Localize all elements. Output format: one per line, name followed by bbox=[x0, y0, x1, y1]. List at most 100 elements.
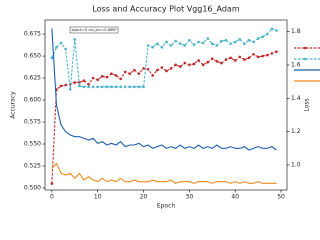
data-point bbox=[146, 44, 150, 47]
data-point bbox=[206, 60, 210, 64]
y2-tick-label: 1.8 bbox=[291, 28, 301, 35]
plot-frame bbox=[44, 19, 288, 191]
data-point bbox=[82, 85, 86, 89]
data-point bbox=[197, 40, 200, 44]
data-point bbox=[210, 57, 214, 60]
data-point bbox=[155, 68, 159, 72]
data-point bbox=[169, 67, 173, 70]
data-point bbox=[192, 43, 196, 46]
data-point bbox=[133, 85, 136, 89]
data-point bbox=[270, 27, 274, 31]
data-point bbox=[220, 61, 223, 65]
data-point bbox=[114, 74, 118, 77]
data-point bbox=[275, 50, 278, 53]
data-point bbox=[78, 84, 81, 88]
data-point bbox=[220, 39, 223, 43]
data-point bbox=[64, 47, 67, 51]
data-point bbox=[142, 67, 145, 70]
data-point bbox=[174, 39, 177, 43]
data-point bbox=[265, 32, 269, 36]
data-point bbox=[87, 82, 90, 86]
data-point bbox=[192, 62, 196, 66]
data-point bbox=[119, 77, 122, 81]
data-point bbox=[188, 63, 191, 67]
data-point bbox=[206, 37, 210, 40]
data-point bbox=[105, 75, 109, 79]
data-point bbox=[210, 42, 214, 46]
data-point bbox=[201, 41, 205, 45]
data-point bbox=[59, 41, 63, 45]
data-point bbox=[247, 38, 251, 42]
data-point bbox=[160, 66, 164, 69]
y-tick-label: 0.625 bbox=[24, 75, 41, 82]
data-point bbox=[247, 56, 251, 60]
x-tick-label: 40 bbox=[231, 194, 239, 201]
data-point bbox=[243, 58, 246, 61]
data-point bbox=[123, 85, 127, 89]
data-point bbox=[96, 85, 100, 89]
data-point bbox=[183, 61, 187, 65]
data-point bbox=[151, 74, 155, 77]
data-point bbox=[55, 45, 58, 49]
data-point bbox=[133, 68, 136, 72]
data-point bbox=[110, 85, 113, 89]
data-point bbox=[233, 59, 237, 62]
data-point bbox=[128, 85, 132, 89]
data-point bbox=[151, 45, 155, 49]
data-point bbox=[233, 40, 237, 44]
data-point bbox=[265, 53, 269, 57]
y-tick-label: 0.500 bbox=[24, 184, 41, 191]
y-axis-label: Accuracy bbox=[10, 91, 17, 119]
data-point bbox=[128, 72, 132, 75]
data-point bbox=[82, 79, 86, 82]
data-point bbox=[87, 85, 90, 89]
data-point bbox=[224, 38, 228, 42]
data-point bbox=[243, 42, 246, 46]
data-point bbox=[50, 56, 54, 60]
y2-tick-label: 1.0 bbox=[291, 162, 301, 169]
y2-tick-label: 1.4 bbox=[291, 95, 301, 102]
data-point bbox=[183, 44, 187, 47]
data-point bbox=[96, 78, 100, 82]
data-point bbox=[256, 55, 260, 59]
data-point bbox=[174, 63, 177, 67]
data-point bbox=[91, 85, 95, 89]
series-line bbox=[51, 162, 277, 184]
data-point bbox=[100, 85, 104, 89]
data-point bbox=[261, 35, 265, 39]
data-point bbox=[137, 72, 141, 75]
data-point bbox=[165, 40, 168, 44]
data-point bbox=[105, 85, 109, 89]
data-point bbox=[275, 29, 278, 32]
y-tick-label: 0.525 bbox=[24, 162, 41, 169]
data-point bbox=[50, 182, 54, 185]
data-point bbox=[215, 60, 219, 63]
data-point bbox=[215, 44, 219, 47]
data-point bbox=[165, 69, 168, 73]
data-point bbox=[178, 65, 182, 68]
y2-tick-label: 1.6 bbox=[291, 62, 301, 69]
y-tick-label: 0.575 bbox=[24, 119, 41, 126]
y2-axis-label: Loss bbox=[304, 98, 311, 111]
data-point bbox=[142, 85, 145, 89]
series-line bbox=[51, 28, 277, 151]
data-point bbox=[229, 56, 232, 60]
data-point bbox=[238, 38, 242, 41]
data-point bbox=[256, 37, 260, 40]
x-tick-label: 20 bbox=[140, 194, 148, 201]
data-point bbox=[146, 67, 150, 71]
chart: Loss and Accuracy Plot Vgg16_Adam Epoch … bbox=[10, 5, 320, 210]
annotation-box bbox=[69, 26, 119, 34]
y-tick-label: 0.675 bbox=[24, 31, 41, 38]
y-tick-label: 0.650 bbox=[24, 53, 41, 60]
data-point bbox=[59, 84, 63, 88]
data-point bbox=[270, 52, 274, 55]
data-point bbox=[137, 85, 141, 89]
series-line bbox=[51, 51, 277, 184]
data-point bbox=[229, 42, 232, 46]
annotation: epoch=5 val_acc=0.6690 bbox=[71, 28, 116, 32]
y-tick-label: 0.550 bbox=[24, 141, 41, 148]
x-axis-label: Epoch bbox=[157, 203, 176, 210]
data-point bbox=[73, 38, 77, 41]
data-point bbox=[91, 76, 95, 80]
